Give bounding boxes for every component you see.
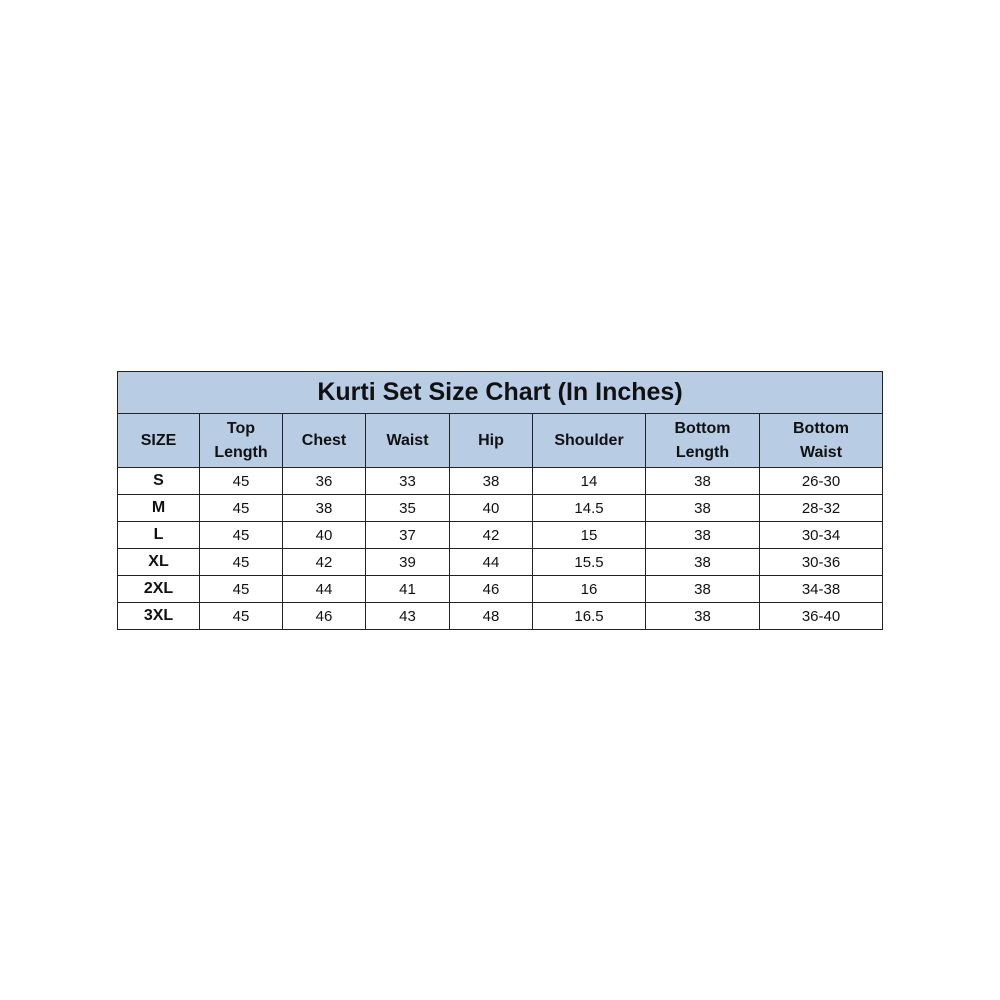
value-cell: 38	[645, 494, 760, 522]
value-cell: 28-32	[759, 494, 883, 522]
value-cell: 38	[645, 548, 760, 576]
value-cell: 40	[282, 521, 366, 549]
value-cell: 33	[365, 467, 450, 495]
size-cell: M	[117, 494, 200, 522]
table-row: M 45 38 35 40 14.5 38 28-32	[117, 494, 883, 522]
value-cell: 43	[365, 602, 450, 630]
size-cell: S	[117, 467, 200, 495]
value-cell: 46	[282, 602, 366, 630]
size-cell: 3XL	[117, 602, 200, 630]
size-cell: XL	[117, 548, 200, 576]
value-cell: 14	[532, 467, 646, 495]
column-header: Shoulder	[532, 413, 646, 468]
value-cell: 45	[199, 494, 283, 522]
value-cell: 39	[365, 548, 450, 576]
value-cell: 38	[645, 521, 760, 549]
column-header-line: SIZE	[140, 431, 177, 449]
value-cell: 37	[365, 521, 450, 549]
size-cell: 2XL	[117, 575, 200, 603]
value-cell: 45	[199, 467, 283, 495]
column-header-line: Top	[226, 419, 256, 437]
value-cell: 16	[532, 575, 646, 603]
column-header-line: Bottom	[674, 419, 731, 437]
table-title: Kurti Set Size Chart (In Inches)	[117, 371, 883, 414]
value-cell: 42	[449, 521, 533, 549]
value-cell: 44	[449, 548, 533, 576]
value-cell: 40	[449, 494, 533, 522]
column-header: SIZE	[117, 413, 200, 468]
value-cell: 38	[645, 575, 760, 603]
value-cell: 48	[449, 602, 533, 630]
value-cell: 45	[199, 575, 283, 603]
table-row: 3XL 45 46 43 48 16.5 38 36-40	[117, 602, 883, 630]
column-header-line: Bottom	[793, 419, 849, 437]
value-cell: 34-38	[759, 575, 883, 603]
value-cell: 30-36	[759, 548, 883, 576]
table-row: XL 45 42 39 44 15.5 38 30-36	[117, 548, 883, 576]
column-header-line: Length	[675, 443, 730, 461]
value-cell: 16.5	[532, 602, 646, 630]
header-row: SIZE Top Length Chest Waist Hip Shoulder Bottom…	[117, 413, 883, 468]
table-row: L 45 40 37 42 15 38 30-34	[117, 521, 883, 549]
column-header-line: Hip	[478, 431, 504, 449]
value-cell: 45	[199, 521, 283, 549]
value-cell: 45	[199, 548, 283, 576]
value-cell: 26-30	[759, 467, 883, 495]
value-cell: 14.5	[532, 494, 646, 522]
size-cell: L	[117, 521, 200, 549]
value-cell: 38	[645, 602, 760, 630]
column-header: Bottom Length	[645, 413, 760, 468]
column-header-line: Shoulder	[554, 431, 624, 449]
column-header: Hip	[449, 413, 533, 468]
value-cell: 46	[449, 575, 533, 603]
value-cell: 15.5	[532, 548, 646, 576]
value-cell: 15	[532, 521, 646, 549]
table-row: S 45 36 33 38 14 38 26-30	[117, 467, 883, 495]
column-header-line: Chest	[301, 431, 347, 449]
column-header: Chest	[282, 413, 366, 468]
value-cell: 35	[365, 494, 450, 522]
column-header: Waist	[365, 413, 450, 468]
column-header: Top Length	[199, 413, 283, 468]
value-cell: 44	[282, 575, 366, 603]
column-header-line: Length	[214, 443, 268, 461]
value-cell: 38	[645, 467, 760, 495]
column-header-line: Waist	[799, 443, 843, 461]
size-chart-table: Kurti Set Size Chart (In Inches) SIZE Top…	[117, 371, 883, 630]
value-cell: 42	[282, 548, 366, 576]
value-cell: 41	[365, 575, 450, 603]
value-cell: 30-34	[759, 521, 883, 549]
column-header-line: Waist	[386, 431, 429, 449]
value-cell: 38	[282, 494, 366, 522]
value-cell: 36-40	[759, 602, 883, 630]
value-cell: 38	[449, 467, 533, 495]
value-cell: 45	[199, 602, 283, 630]
value-cell: 36	[282, 467, 366, 495]
table-row: 2XL 45 44 41 46 16 38 34-38	[117, 575, 883, 603]
column-header: Bottom Waist	[759, 413, 883, 468]
